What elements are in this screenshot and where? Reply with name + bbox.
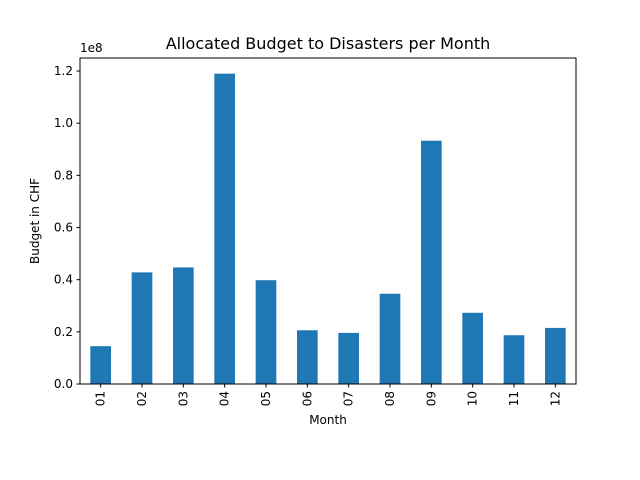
- bar-05: [255, 280, 277, 384]
- x-tick-label: 06: [300, 391, 314, 406]
- bar-series: [90, 73, 566, 384]
- bar-09: [421, 140, 442, 384]
- x-tick-label: 08: [383, 391, 397, 406]
- bar-06: [297, 330, 318, 384]
- y-offset-label: 1e8: [80, 41, 103, 55]
- x-tick-label: 09: [424, 391, 438, 406]
- x-tick-label: 05: [259, 391, 273, 406]
- y-tick-label: 1.0: [54, 116, 73, 130]
- bar-12: [545, 327, 566, 384]
- y-tick-label: 1.2: [54, 64, 73, 78]
- y-tick-label: 0.4: [54, 273, 73, 287]
- bar-01: [90, 346, 111, 384]
- x-tick-label: 04: [218, 391, 232, 406]
- bar-04: [214, 73, 235, 384]
- bar-11: [503, 335, 525, 384]
- y-tick-label: 0.8: [54, 168, 73, 182]
- x-tick-label: 02: [135, 391, 149, 406]
- x-axis: 01 02 03 04 05 06 07 08 09 10 11 12: [94, 384, 562, 406]
- plot-frame: [79, 57, 577, 385]
- x-tick-label: 10: [466, 391, 480, 406]
- bar-03: [173, 267, 194, 384]
- y-axis-label: Budget in CHF: [28, 178, 42, 264]
- bar-08: [379, 293, 401, 384]
- x-axis-label: Month: [309, 413, 347, 427]
- bar-10: [462, 312, 483, 384]
- chart-title: Allocated Budget to Disasters per Month: [166, 34, 491, 53]
- bar-02: [131, 272, 153, 384]
- x-tick-label: 01: [94, 391, 108, 406]
- x-tick-label: 12: [548, 391, 562, 406]
- y-tick-label: 0.2: [54, 325, 73, 339]
- y-tick-label: 0.6: [54, 221, 73, 235]
- y-tick-label: 0.0: [54, 377, 73, 391]
- x-tick-label: 11: [507, 391, 521, 406]
- x-tick-label: 07: [342, 391, 356, 406]
- bar-07: [338, 332, 359, 384]
- x-tick-label: 03: [176, 391, 190, 406]
- y-axis: 0.0 0.2 0.4 0.6 0.8 1.0 1.2: [54, 64, 80, 391]
